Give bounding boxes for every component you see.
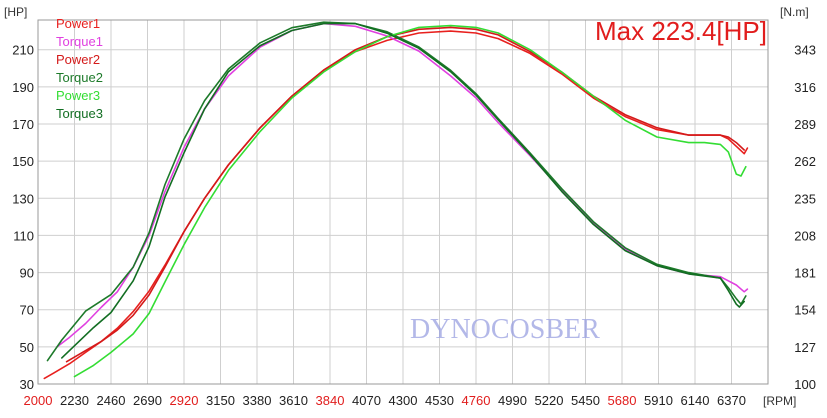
legend-item-power1: Power1 — [56, 16, 100, 31]
y-right-tick-label: 289 — [794, 117, 816, 132]
x-tick-label: 4530 — [425, 393, 454, 408]
y-left-tick-label: 30 — [20, 377, 34, 392]
series-line-power1 — [43, 30, 749, 380]
x-tick-label: 5220 — [535, 393, 564, 408]
x-tick-label: 2690 — [133, 393, 162, 408]
y-left-tick-label: 110 — [13, 228, 34, 243]
y-right-tick-label: 343 — [794, 43, 816, 58]
y-right-tick-label: 127 — [794, 340, 816, 355]
y-left-tick-label: 70 — [20, 303, 34, 318]
x-tick-label: 4300 — [389, 393, 418, 408]
x-tick-label: 5910 — [644, 393, 673, 408]
y-left-tick-label: 210 — [12, 43, 34, 58]
series-line-power2 — [65, 26, 745, 363]
legend-item-power2: Power2 — [56, 52, 100, 67]
y-right-tick-label: 154 — [794, 303, 816, 318]
legend-item-power3: Power3 — [56, 88, 100, 103]
y-right-tick-label: 235 — [794, 191, 816, 206]
series-layer — [43, 21, 749, 380]
watermark: DYNOCOSBER — [410, 314, 600, 345]
legend: Power1 Torque1 Power2 Torque2 Power3 Torque3 — [56, 16, 103, 121]
x-tick-label: 4760 — [462, 393, 491, 408]
series-line-torque1 — [56, 22, 749, 348]
y-left-axis-ticks: 30 50 70 90 110 130 150 170 190 210 — [12, 43, 34, 392]
x-tick-label: 2230 — [60, 393, 89, 408]
y-left-tick-label: 150 — [12, 154, 34, 169]
x-tick-label: 4070 — [352, 393, 381, 408]
x-tick-label: 5450 — [571, 393, 600, 408]
x-tick-label: 6140 — [681, 393, 710, 408]
x-tick-label: 2000 — [24, 393, 53, 408]
legend-item-torque2: Torque2 — [56, 70, 103, 85]
x-tick-label: 3610 — [279, 393, 308, 408]
y-right-tick-label: 262 — [794, 154, 816, 169]
y-right-tick-label: 181 — [794, 266, 816, 281]
x-tick-label: 2460 — [97, 393, 126, 408]
x-axis-ticks: 2000 2230 2460 2690 2920 3150 3380 3610 3840 4070… — [24, 393, 746, 408]
y-right-axis-ticks: 100 127 154 181 208 235 262 289 316 343 — [794, 43, 816, 392]
y-left-tick-label: 130 — [12, 191, 34, 206]
y-left-unit-label: [HP] — [4, 5, 27, 19]
x-tick-label: 2920 — [170, 393, 199, 408]
max-power-label: Max 223.4[HP] — [595, 16, 767, 46]
legend-item-torque3: Torque3 — [56, 106, 103, 121]
series-line-torque2 — [46, 21, 747, 362]
y-left-tick-label: 190 — [12, 80, 34, 95]
legend-item-torque1: Torque1 — [56, 34, 103, 49]
x-tick-label: 5680 — [608, 393, 637, 408]
y-left-tick-label: 90 — [20, 266, 34, 281]
y-right-tick-label: 208 — [794, 228, 816, 243]
y-right-tick-label: 316 — [794, 80, 816, 95]
series-line-torque3 — [61, 22, 745, 359]
x-tick-label: 3380 — [243, 393, 272, 408]
y-left-tick-label: 170 — [12, 117, 34, 132]
x-tick-label: 3840 — [316, 393, 345, 408]
y-left-tick-label: 50 — [20, 340, 34, 355]
y-right-tick-label: 100 — [794, 377, 816, 392]
x-tick-label: 4990 — [498, 393, 527, 408]
x-tick-label: 6370 — [717, 393, 746, 408]
series-line-power3 — [73, 24, 747, 378]
x-unit-label: [RPM] — [763, 394, 796, 408]
grid — [38, 20, 768, 385]
y-right-unit-label: [N.m] — [780, 5, 809, 19]
plot-frame — [37, 19, 769, 385]
x-tick-label: 3150 — [206, 393, 235, 408]
